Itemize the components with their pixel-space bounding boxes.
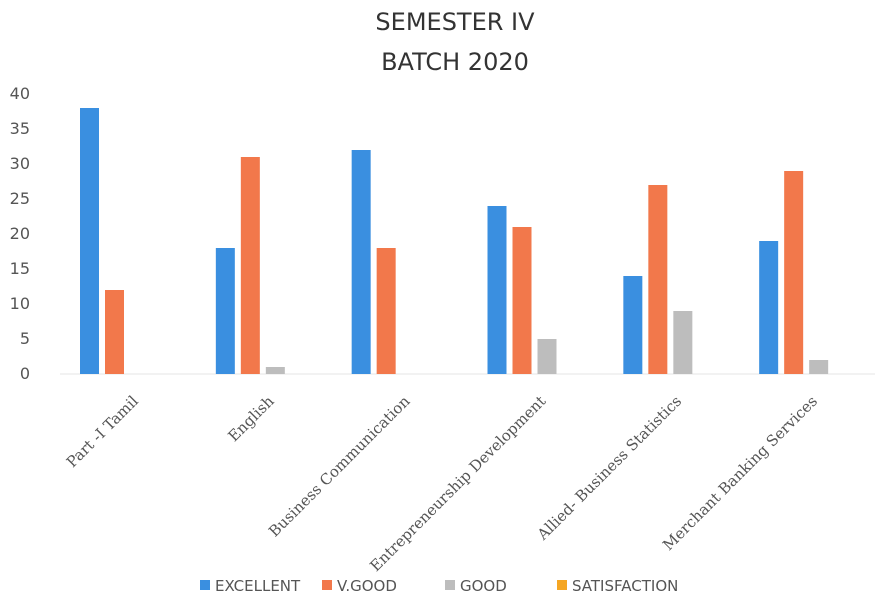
bar-v-good-0	[105, 290, 124, 374]
legend: EXCELLENT V.GOOD GOOD SATISFACTION	[200, 577, 678, 595]
bar-excellent-0	[80, 108, 99, 374]
bar-good-3	[537, 339, 557, 374]
y-tick-label: 40	[10, 84, 30, 103]
bar-v-good-2	[376, 248, 396, 374]
y-tick-label: 15	[10, 259, 30, 278]
legend-label: EXCELLENT	[215, 577, 301, 595]
x-tick-label: English	[225, 392, 278, 445]
bar-good-1	[265, 367, 285, 374]
legend-swatch	[322, 580, 332, 590]
legend-label: GOOD	[460, 577, 507, 595]
legend-swatch	[445, 580, 455, 590]
x-tick-label: Business Communication	[265, 392, 414, 541]
y-tick-label: 20	[10, 224, 30, 243]
chart-subtitle: BATCH 2020	[381, 48, 529, 76]
x-tick-label: Allied- Business Statistics	[533, 392, 685, 544]
x-tick-label: Merchant Banking Services	[659, 392, 821, 554]
bar-good-4	[673, 311, 693, 374]
legend-swatch	[557, 580, 567, 590]
y-axis: 0 5 10 15 20 25 30 35 40	[10, 84, 30, 383]
bar-excellent-2	[351, 150, 371, 374]
y-tick-label: 35	[10, 119, 30, 138]
y-tick-label: 5	[20, 329, 30, 348]
y-tick-label: 25	[10, 189, 30, 208]
bar-v-good-1	[240, 157, 260, 374]
bar-excellent-5	[759, 241, 779, 374]
legend-label: V.GOOD	[337, 577, 397, 595]
y-tick-label: 0	[20, 364, 30, 383]
bar-good-5	[809, 360, 829, 374]
bar-excellent-1	[215, 248, 235, 374]
chart-title: SEMESTER IV	[375, 8, 535, 36]
bar-v-good-3	[512, 227, 532, 374]
y-tick-label: 30	[10, 154, 30, 173]
legend-swatch	[200, 580, 210, 590]
x-tick-label: Part -I Tamil	[63, 392, 142, 471]
bar-v-good-5	[784, 171, 804, 374]
bar-excellent-4	[623, 276, 643, 374]
legend-label: SATISFACTION	[572, 577, 678, 595]
y-tick-label: 10	[10, 294, 30, 313]
bar-v-good-4	[648, 185, 668, 374]
bar-excellent-3	[487, 206, 507, 374]
bars	[80, 108, 829, 374]
